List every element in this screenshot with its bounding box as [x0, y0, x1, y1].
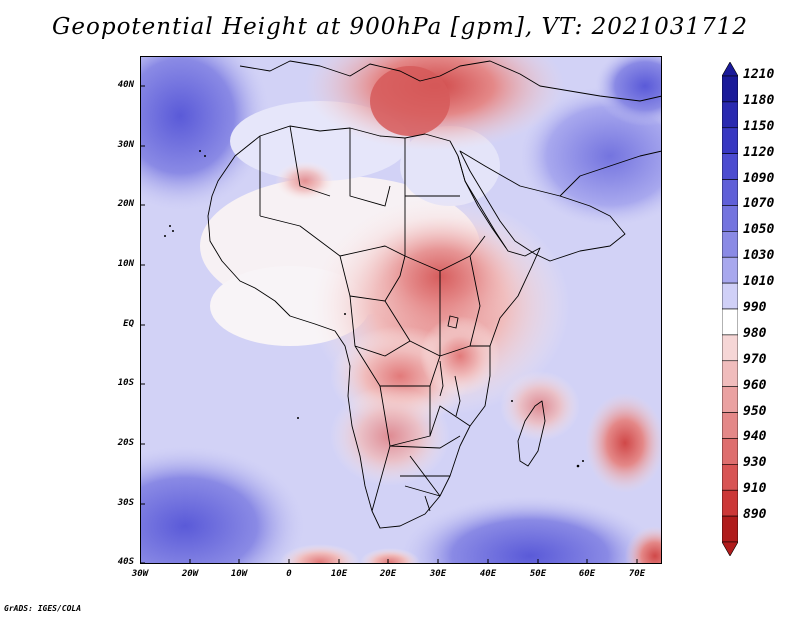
colorbar-label: 950: [743, 403, 767, 419]
lon-label-10w: 10W: [230, 569, 248, 579]
high-indian-south: [400, 496, 660, 564]
colorbar-label: 1070: [743, 196, 775, 212]
colorbar-label: 1180: [743, 92, 775, 108]
colorbar-swatch: [722, 308, 738, 336]
high-atlantic-north: [140, 56, 270, 211]
colorbar-swatch: [722, 412, 738, 439]
lat-label-40n: 40N: [117, 80, 134, 90]
low-angola: [330, 386, 450, 486]
lat-label-20s: 20S: [117, 438, 134, 448]
map-plot: [140, 56, 662, 564]
coastlines: [207, 60, 662, 529]
red-sea-coast: [457, 155, 507, 249]
lat-label-10n: 10N: [117, 259, 134, 269]
high-northeast: [595, 56, 662, 126]
low-south-edge-2: [360, 548, 420, 564]
colorbar-label: 1150: [743, 118, 775, 134]
islands: [164, 150, 584, 468]
lon-label-20w: 20W: [181, 569, 199, 579]
colorbar-swatch: [722, 386, 738, 413]
lon-label-30w: 30W: [131, 569, 149, 579]
map-frame: [140, 56, 662, 564]
colorbar-label: 970: [743, 351, 767, 367]
colorbar-swatch: [722, 256, 738, 284]
lat-label-30n: 30N: [117, 140, 134, 150]
persia-outline: [559, 150, 662, 197]
colorbar-label: 930: [743, 455, 767, 471]
colorbar-up-arrow: [722, 62, 738, 77]
tick-marks: [140, 85, 638, 564]
madagascar-outline: [517, 400, 546, 467]
colorbar-swatch: [722, 179, 738, 206]
chart-title: Geopotential Height at 900hPa [gpm], VT:…: [52, 14, 748, 40]
colorbar-label: 1090: [743, 170, 775, 186]
lon-label-40e: 40E: [479, 569, 497, 579]
high-atlantic-south: [140, 446, 305, 564]
low-indian-ocean: [585, 393, 662, 493]
colorbar-label: 980: [743, 325, 767, 341]
colorbar-swatch: [722, 438, 738, 465]
colorbar-swatch: [722, 127, 738, 154]
lat-label-eq: EQ: [123, 319, 134, 329]
colorbar-swatch: [722, 75, 738, 103]
southern-africa-borders: [389, 435, 461, 512]
lon-label-60e: 60E: [578, 569, 596, 579]
lon-label-70e: 70E: [628, 569, 646, 579]
low-south-edge-3: [625, 526, 662, 564]
colorbar-label: 1010: [743, 274, 775, 290]
colorbar-swatch: [722, 515, 738, 543]
colorbar-swatch: [722, 360, 738, 387]
lat-label-30s: 30S: [117, 498, 134, 508]
colorbar-down-arrow: [722, 541, 738, 556]
low-madagascar-east: [500, 371, 580, 441]
colorbar-swatch: [722, 153, 738, 180]
colorbar: [722, 62, 738, 556]
africa-outline: [207, 125, 541, 529]
arabia-outline: [459, 150, 626, 262]
low-south-edge-1: [280, 544, 360, 564]
lon-label-10e: 10E: [330, 569, 348, 579]
colorbar-label: 1120: [743, 144, 775, 160]
colorbar-label: 890: [743, 507, 767, 523]
colorbar-label: 940: [743, 429, 767, 445]
colorbar-label: 960: [743, 377, 767, 393]
colorbar-label: 910: [743, 481, 767, 497]
lake-outline: [439, 315, 461, 417]
europe-outline: [239, 60, 662, 102]
lat-label-10s: 10S: [117, 378, 134, 388]
colorbar-swatch: [722, 464, 738, 491]
colorbar-swatch: [722, 334, 738, 362]
colorbar-label: 1210: [743, 67, 775, 82]
countries-north: [259, 125, 486, 302]
colorbar-label: 990: [743, 300, 767, 315]
colorbar-swatch: [722, 101, 738, 129]
colorbar-label: 1050: [743, 222, 775, 238]
countries-central: [349, 255, 490, 512]
low-east-africa: [420, 316, 500, 396]
colorbar-swatch: [722, 205, 738, 232]
colorbar-swatch: [722, 489, 738, 517]
lon-label-0: 0: [286, 569, 292, 579]
low-sahara-spot: [275, 161, 335, 201]
lon-label-50e: 50E: [529, 569, 547, 579]
lon-label-30e: 30E: [429, 569, 447, 579]
low-mediterranean-core: [370, 66, 450, 136]
colorbar-swatch: [722, 282, 738, 310]
lat-label-20n: 20N: [117, 199, 134, 209]
credit-text: GrADS: IGES/COLA: [4, 604, 82, 613]
lat-label-40s: 40S: [117, 557, 134, 567]
lon-label-20e: 20E: [379, 569, 397, 579]
colorbar-label: 1030: [743, 248, 775, 264]
colorbar-swatch: [722, 231, 738, 258]
